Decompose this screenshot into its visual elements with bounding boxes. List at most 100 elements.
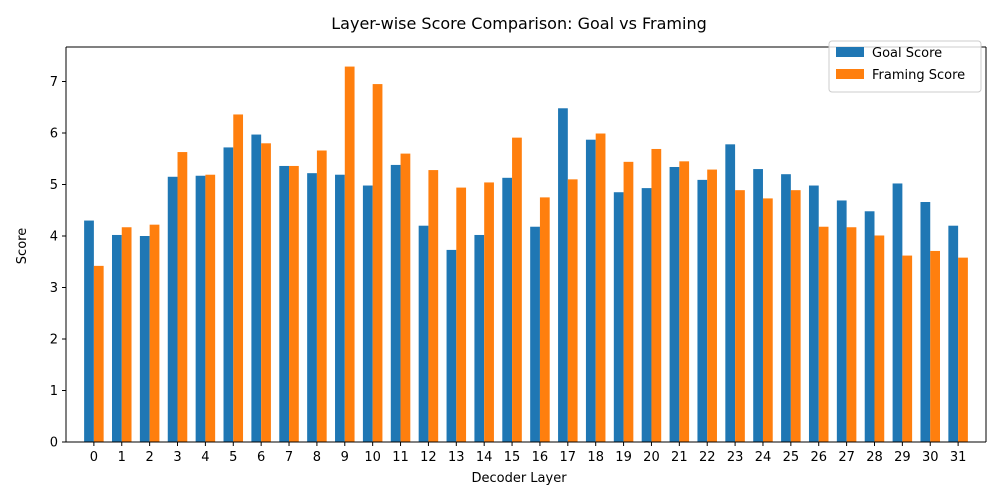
x-tick-label: 27	[838, 450, 855, 465]
bar-goal-layer-31	[948, 225, 959, 442]
y-axis-label: Score	[15, 228, 30, 264]
bar-framing-layer-13	[456, 187, 467, 442]
bar-framing-layer-10	[372, 84, 383, 442]
x-tick-label: 30	[922, 450, 939, 465]
bar-goal-layer-18	[585, 139, 596, 442]
bar-framing-layer-4	[205, 174, 216, 442]
x-axis: 0 1 2 3 4 5 6 7 8 9 10 11 12 13 14 15 16 17 18 19 20 21 22 23 24…	[90, 442, 967, 465]
bar-framing-layer-12	[428, 170, 439, 442]
x-tick-label: 31	[950, 450, 967, 465]
x-tick-label: 1	[118, 450, 126, 465]
x-tick-label: 9	[341, 450, 349, 465]
x-tick-label: 10	[364, 450, 381, 465]
bar-goal-layer-29	[892, 183, 903, 442]
y-tick-label: 1	[50, 384, 58, 399]
bar-framing-layer-26	[818, 226, 829, 442]
bar-goal-layer-16	[530, 226, 540, 442]
bar-framing-layer-27	[846, 227, 857, 442]
bar-framing-layer-7	[289, 165, 299, 442]
bar-goal-layer-21	[669, 166, 680, 443]
bar-goal-layer-20	[641, 188, 652, 442]
bar-goal-layer-1	[112, 234, 122, 442]
y-tick-label: 2	[50, 333, 58, 348]
bar-framing-layer-3	[177, 152, 188, 442]
x-tick-label: 17	[560, 450, 577, 465]
x-tick-label: 5	[229, 450, 237, 465]
x-tick-label: 18	[587, 450, 604, 465]
bar-goal-layer-25	[781, 174, 791, 442]
bar-goal-layer-11	[390, 164, 401, 442]
x-tick-label: 25	[783, 450, 800, 465]
bar-framing-layer-21	[679, 161, 690, 442]
x-tick-label: 19	[615, 450, 632, 465]
bar-framing-layer-11	[400, 153, 411, 442]
bar-framing-layer-16	[539, 197, 550, 442]
bar-goal-layer-15	[502, 177, 513, 442]
bar-framing-layer-2	[149, 224, 160, 442]
x-tick-label: 24	[755, 450, 772, 465]
x-tick-label: 6	[257, 450, 265, 465]
bar-framing-layer-24	[762, 198, 773, 442]
bar-framing-layer-15	[512, 137, 522, 442]
x-axis-label: Decoder Layer	[471, 471, 567, 486]
bar-goal-layer-17	[558, 108, 568, 442]
plot-area	[65, 46, 987, 443]
bar-framing-layer-0	[93, 265, 104, 442]
x-tick-label: 15	[504, 450, 521, 465]
bar-framing-layer-17	[567, 179, 578, 442]
bar-goal-layer-4	[195, 175, 206, 442]
bar-framing-layer-29	[902, 255, 913, 442]
bar-goal-layer-9	[335, 174, 345, 442]
legend-swatch	[836, 47, 864, 57]
bar-framing-layer-19	[623, 161, 634, 442]
bar-goal-layer-2	[139, 236, 150, 442]
x-tick-label: 28	[866, 450, 883, 465]
x-tick-label: 14	[476, 450, 493, 465]
y-tick-label: 6	[50, 127, 58, 142]
bar-goal-layer-13	[446, 249, 457, 442]
bar-framing-layer-6	[261, 143, 271, 443]
x-tick-label: 4	[201, 450, 209, 465]
y-axis: 0 1 2 3 4 5 6 7	[50, 75, 66, 451]
bar-framing-layer-8	[316, 150, 327, 442]
bar-goal-layer-28	[864, 211, 875, 442]
y-tick-label: 7	[50, 75, 58, 90]
x-tick-label: 16	[532, 450, 549, 465]
bar-framing-layer-9	[344, 66, 355, 442]
bar-goal-layer-10	[362, 185, 373, 442]
x-tick-label: 8	[313, 450, 321, 465]
y-tick-label: 4	[50, 230, 58, 245]
bar-goal-layer-27	[836, 200, 847, 442]
bar-goal-layer-26	[808, 185, 819, 442]
x-tick-label: 3	[173, 450, 181, 465]
legend: Goal Score Framing Score	[828, 40, 982, 93]
x-tick-label: 7	[285, 450, 293, 465]
bar-framing-layer-14	[484, 182, 494, 442]
x-tick-label: 2	[145, 450, 153, 465]
bar-framing-layer-28	[874, 235, 885, 442]
bar-framing-layer-30	[930, 250, 940, 442]
x-tick-label: 23	[727, 450, 744, 465]
bar-framing-layer-1	[121, 227, 132, 442]
bar-goal-layer-5	[223, 147, 234, 443]
x-tick-label: 0	[90, 450, 98, 465]
bar-goal-layer-8	[307, 173, 317, 443]
x-tick-label: 22	[699, 450, 716, 465]
y-tick-label: 0	[50, 436, 58, 451]
bar-goal-layer-22	[697, 179, 708, 442]
legend-frame	[828, 40, 982, 93]
x-tick-label: 20	[643, 450, 660, 465]
y-tick-label: 3	[50, 281, 58, 296]
bar-framing-layer-22	[707, 169, 717, 442]
legend-label: Goal Score	[872, 46, 942, 61]
bar-framing-layer-18	[595, 133, 606, 442]
bar-goal-layer-7	[279, 165, 290, 442]
legend-label: Framing Score	[872, 68, 965, 83]
bar-framing-layer-23	[735, 190, 745, 442]
bar-goal-layer-0	[84, 220, 94, 442]
bar-goal-layer-24	[753, 169, 763, 443]
bar-framing-layer-25	[790, 190, 801, 442]
x-tick-label: 11	[392, 450, 409, 465]
